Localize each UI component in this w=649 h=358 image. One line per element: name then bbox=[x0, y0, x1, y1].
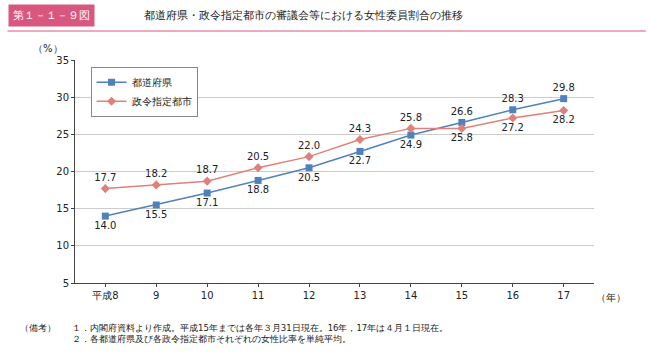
svg-text:5: 5 bbox=[63, 278, 69, 289]
svg-text:12: 12 bbox=[303, 290, 316, 301]
svg-text:24.3: 24.3 bbox=[349, 123, 371, 134]
svg-text:28.3: 28.3 bbox=[502, 93, 524, 104]
svg-text:平成8: 平成8 bbox=[92, 290, 118, 301]
svg-text:28.2: 28.2 bbox=[553, 114, 575, 125]
svg-text:都道府県・政令指定都市の審議会等における女性委員割合の推移: 都道府県・政令指定都市の審議会等における女性委員割合の推移 bbox=[144, 9, 463, 22]
svg-text:18.8: 18.8 bbox=[247, 184, 269, 195]
svg-text:30: 30 bbox=[56, 92, 69, 103]
svg-text:25.8: 25.8 bbox=[400, 112, 422, 123]
svg-text:17: 17 bbox=[557, 290, 570, 301]
svg-text:25: 25 bbox=[56, 129, 69, 140]
svg-text:（年）: （年） bbox=[596, 292, 626, 303]
svg-text:（備考）: （備考） bbox=[20, 323, 56, 333]
svg-text:18.2: 18.2 bbox=[145, 168, 167, 179]
svg-text:27.2: 27.2 bbox=[502, 122, 524, 133]
svg-text:政令指定都市: 政令指定都市 bbox=[132, 96, 192, 107]
svg-text:9: 9 bbox=[153, 290, 159, 301]
svg-text:（%）: （%） bbox=[33, 43, 63, 54]
svg-text:11: 11 bbox=[252, 290, 265, 301]
svg-text:18.7: 18.7 bbox=[196, 164, 218, 175]
svg-text:16: 16 bbox=[506, 290, 519, 301]
svg-text:第１－１－９図: 第１－１－９図 bbox=[13, 9, 90, 22]
svg-text:22.7: 22.7 bbox=[349, 155, 371, 166]
svg-text:24.9: 24.9 bbox=[400, 139, 422, 150]
svg-text:１．内閣府資料より作成。平成15年までは各年３月31日現在。: １．内閣府資料より作成。平成15年までは各年３月31日現在。16年，17年は４月… bbox=[72, 323, 448, 344]
svg-text:10: 10 bbox=[201, 290, 214, 301]
svg-text:20.5: 20.5 bbox=[247, 151, 269, 162]
svg-text:10: 10 bbox=[56, 240, 69, 251]
svg-text:29.8: 29.8 bbox=[553, 82, 575, 93]
svg-text:20: 20 bbox=[56, 166, 69, 177]
svg-text:15.5: 15.5 bbox=[145, 209, 167, 220]
svg-text:35: 35 bbox=[56, 55, 69, 66]
svg-text:14.0: 14.0 bbox=[94, 220, 116, 231]
svg-text:13: 13 bbox=[354, 290, 367, 301]
svg-text:14: 14 bbox=[405, 290, 418, 301]
svg-text:25.8: 25.8 bbox=[451, 132, 473, 143]
svg-text:22.0: 22.0 bbox=[298, 140, 320, 151]
svg-text:15: 15 bbox=[56, 203, 69, 214]
svg-text:17.7: 17.7 bbox=[94, 172, 116, 183]
svg-text:17.1: 17.1 bbox=[196, 197, 218, 208]
svg-text:20.5: 20.5 bbox=[298, 172, 320, 183]
svg-text:26.6: 26.6 bbox=[451, 106, 473, 117]
svg-text:15: 15 bbox=[455, 290, 468, 301]
svg-text:都道府県: 都道府県 bbox=[132, 77, 172, 88]
